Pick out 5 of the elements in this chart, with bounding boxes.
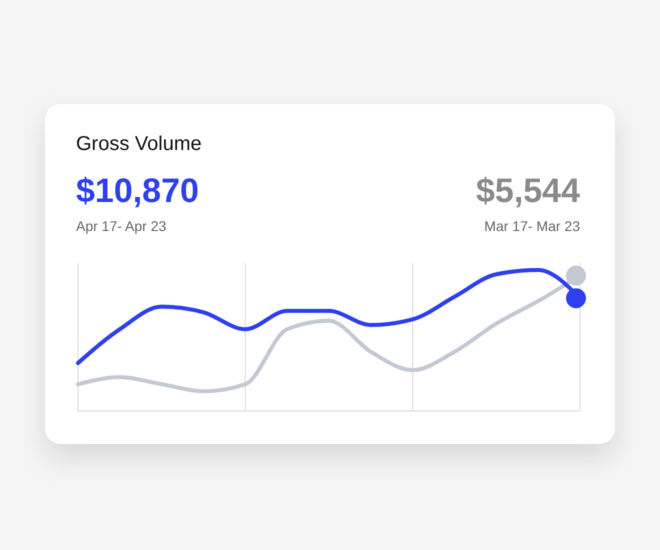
text: Apr 17- Apr 23 (76, 218, 166, 234)
text: $10,870 (76, 172, 199, 210)
text: Mar 17- Mar 23 (484, 218, 580, 234)
chart-title: Gross Volume (76, 133, 202, 155)
text: $5,544 (476, 172, 580, 210)
